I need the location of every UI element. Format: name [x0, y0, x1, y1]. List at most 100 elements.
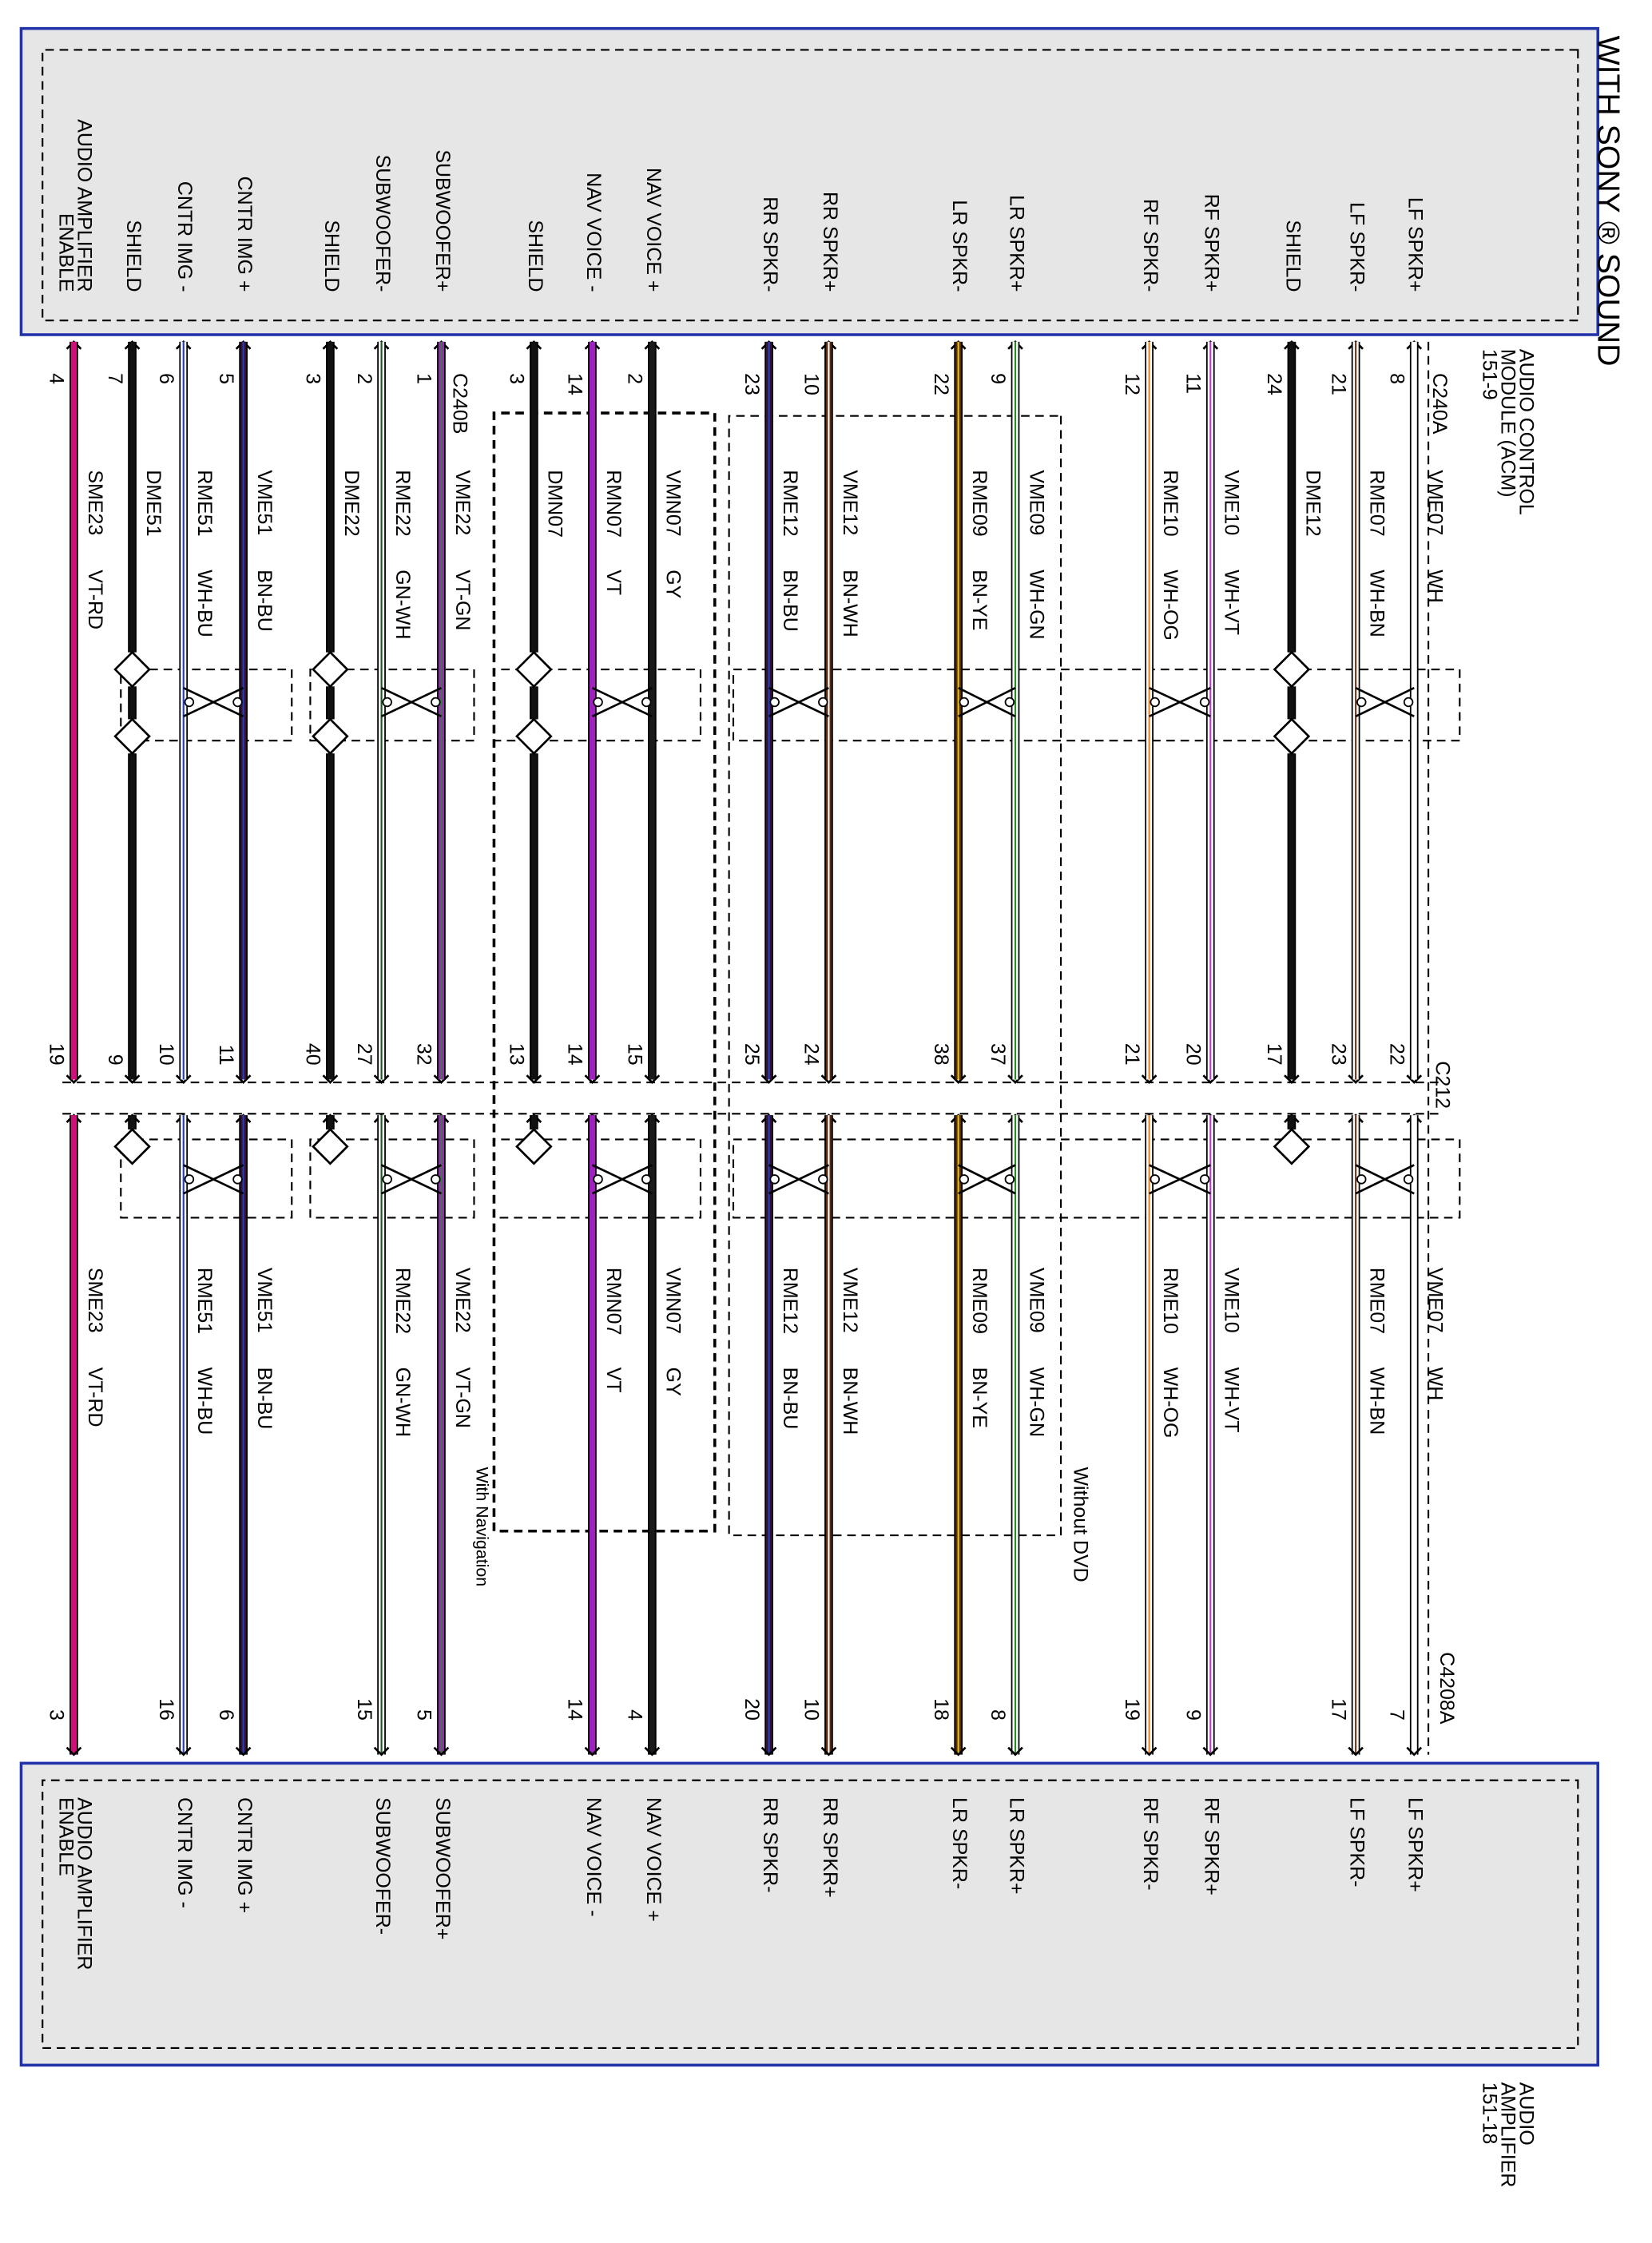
circuit: RME51	[193, 1268, 216, 1334]
wire-color: BN-BU	[779, 1368, 801, 1430]
acm-pin: 2	[353, 373, 375, 384]
amp-pin: 8	[987, 1709, 1009, 1721]
twist	[958, 686, 1016, 718]
circuit: RME09	[968, 1268, 991, 1334]
terminal	[644, 1746, 661, 1757]
shield-drain	[515, 1128, 553, 1165]
twist-end	[959, 697, 970, 708]
terminal	[433, 1074, 450, 1084]
circuit: VME51	[253, 1268, 276, 1333]
circuit: VME09	[1025, 1268, 1047, 1333]
amp-pin-label: LR SPKR+	[1005, 1797, 1027, 1894]
inline-pin: 23	[1327, 1043, 1349, 1066]
shield-drain	[312, 650, 349, 689]
wire-color: VT	[602, 1368, 625, 1393]
twist-end	[1199, 1174, 1210, 1185]
terminal	[66, 1074, 82, 1084]
twist-end	[1150, 1174, 1160, 1185]
terminal	[235, 340, 252, 350]
circuit: RME12	[779, 1268, 801, 1334]
circuit: DME22	[340, 470, 363, 536]
terminal	[1406, 1746, 1423, 1757]
twist	[1149, 686, 1211, 718]
circuit: VMN07	[662, 1268, 685, 1334]
twist	[1149, 1164, 1211, 1195]
terminal	[584, 1074, 601, 1084]
twist-end	[641, 1174, 652, 1185]
acm-pin: 8	[1385, 373, 1408, 384]
twist-end	[1403, 697, 1414, 708]
acm-pin-label: SHIELD	[122, 220, 145, 292]
circuit: RME07	[1366, 470, 1388, 536]
twist-end	[1356, 1174, 1367, 1185]
twist	[958, 1164, 1016, 1195]
terminal	[175, 1074, 192, 1084]
dvd-group	[728, 415, 1062, 1537]
twist-end	[818, 1174, 828, 1185]
acm-pin-label: LR SPKR+	[1005, 195, 1027, 292]
amp-pin-label: CNTR IMG +	[233, 1797, 256, 1913]
inline-pin: 27	[353, 1043, 375, 1066]
acm-pin: 7	[104, 373, 126, 384]
amp-pin: 3	[46, 1709, 68, 1721]
module-label: AUDIO CONTROL	[1515, 349, 1538, 515]
twist-end	[431, 1174, 441, 1185]
terminal	[1284, 340, 1300, 350]
twist	[183, 1164, 244, 1195]
nav-group	[492, 411, 717, 1533]
circuit: RMN07	[602, 470, 625, 538]
wire-color: GN-WH	[391, 1368, 414, 1437]
inline-pin: 17	[1263, 1043, 1285, 1066]
inline-pin: 15	[624, 1043, 646, 1066]
note: With Navigation	[473, 1467, 492, 1586]
circuit: VME10	[1221, 470, 1243, 535]
terminal	[1348, 1074, 1364, 1084]
terminal	[526, 1074, 542, 1084]
acm-pin: 12	[1121, 373, 1143, 395]
wire-color: WH-GN	[1025, 570, 1047, 639]
acm-pin-label: LR SPKR-	[948, 200, 971, 292]
terminal	[950, 1746, 967, 1757]
twist-end	[641, 697, 652, 708]
terminal	[373, 1074, 390, 1084]
acm-pin-label: NAV VOICE +	[642, 168, 665, 292]
acm-pin: 2	[624, 373, 646, 384]
twist-end	[1403, 1174, 1414, 1185]
shield-drain	[113, 1128, 151, 1165]
amp-pin-label: NAV VOICE +	[642, 1797, 665, 1922]
acm-pin-label: SHIELD	[524, 220, 546, 292]
twist-end	[1004, 697, 1015, 708]
terminal	[760, 1746, 777, 1757]
twist-box	[732, 1138, 1461, 1219]
amp-pin: 9	[1181, 1709, 1204, 1721]
wire-color: BN-WH	[839, 1368, 861, 1435]
wire-color: VT-GN	[451, 1368, 474, 1428]
acm-pin: 11	[1181, 373, 1204, 394]
terminal	[433, 1746, 450, 1757]
amp-pin-label: SUBWOOFER-	[371, 1797, 394, 1935]
amp-pin-label: RR SPKR+	[819, 1797, 841, 1898]
inline-pin: 40	[302, 1043, 324, 1066]
terminal	[1007, 1074, 1023, 1084]
terminal	[373, 1746, 390, 1757]
amp-pin-label: LR SPKR-	[948, 1797, 971, 1889]
twist	[591, 686, 653, 718]
amp-pin: 5	[413, 1709, 435, 1721]
twist	[591, 1164, 653, 1195]
wire-color: BN-YE	[968, 1368, 991, 1428]
amp-pin: 10	[800, 1698, 823, 1721]
wire-color: BN-YE	[968, 570, 991, 630]
twist-end	[1150, 697, 1160, 708]
wire-color: WH	[1424, 570, 1447, 603]
amp-pin-label: AUDIO AMPLIFIER	[73, 1797, 95, 1970]
shield-drain	[1273, 717, 1311, 756]
acm-pin-label: ENABLE	[54, 213, 77, 292]
circuit: VME07	[1424, 1268, 1447, 1333]
connector-label: C4208A	[1436, 1652, 1458, 1725]
terminal	[526, 340, 542, 350]
acm-pin: 14	[564, 373, 586, 395]
acm-pin: 22	[930, 373, 952, 395]
terminal	[175, 1746, 192, 1757]
amp-pin: 17	[1327, 1698, 1349, 1721]
circuit: VME22	[451, 470, 474, 535]
